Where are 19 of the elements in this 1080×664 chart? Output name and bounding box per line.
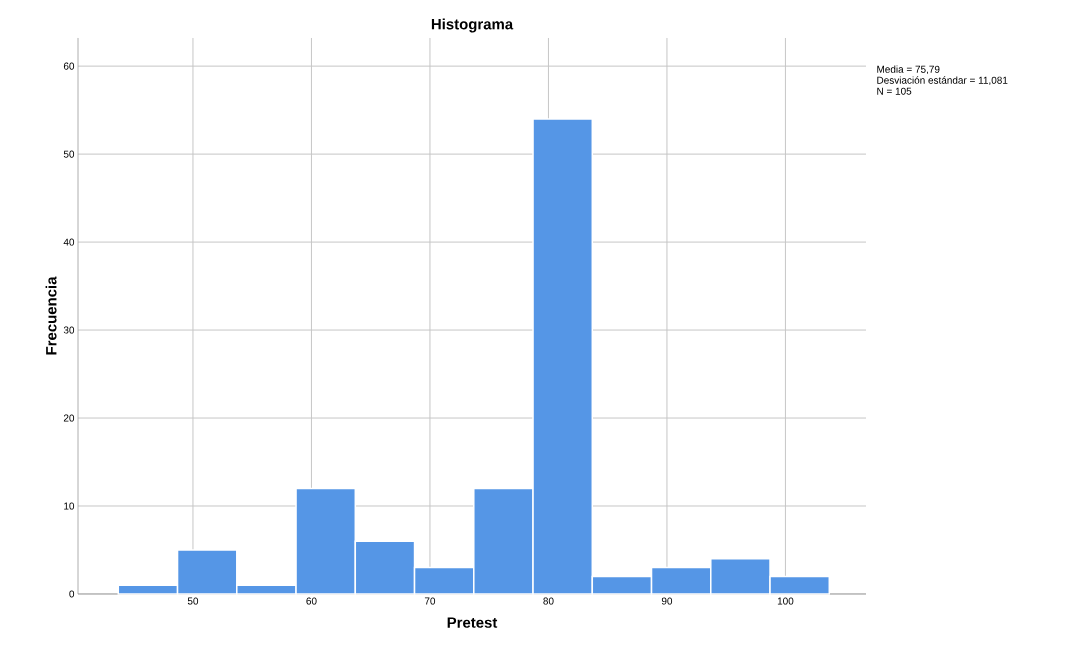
y-tick-label: 60 bbox=[63, 62, 75, 70]
y-tick-label: 10 bbox=[64, 502, 75, 510]
x-tick-label: 50 bbox=[187, 597, 199, 605]
x-tick-label: 90 bbox=[661, 597, 673, 605]
y-tick-label: 0 bbox=[69, 590, 75, 598]
y-axis-title: Frecuencia bbox=[45, 276, 57, 355]
x-tick-label: 100 bbox=[777, 597, 794, 605]
y-tick-label: 40 bbox=[63, 238, 75, 246]
text: N = 105 bbox=[877, 87, 912, 95]
y-tick-label: 20 bbox=[63, 414, 75, 422]
x-tick-label: 80 bbox=[543, 597, 554, 605]
y-tick-label: 50 bbox=[63, 150, 75, 158]
x-tick-label: 70 bbox=[424, 597, 436, 605]
x-tick-label: 60 bbox=[306, 597, 317, 605]
chart-title: Histograma bbox=[431, 18, 514, 33]
text: Desviación estándar = 11,081 bbox=[877, 76, 1008, 85]
y-tick-label: 30 bbox=[63, 326, 75, 334]
text: Media = 75,79 bbox=[877, 65, 940, 75]
x-axis-title: Pretest bbox=[447, 617, 498, 628]
